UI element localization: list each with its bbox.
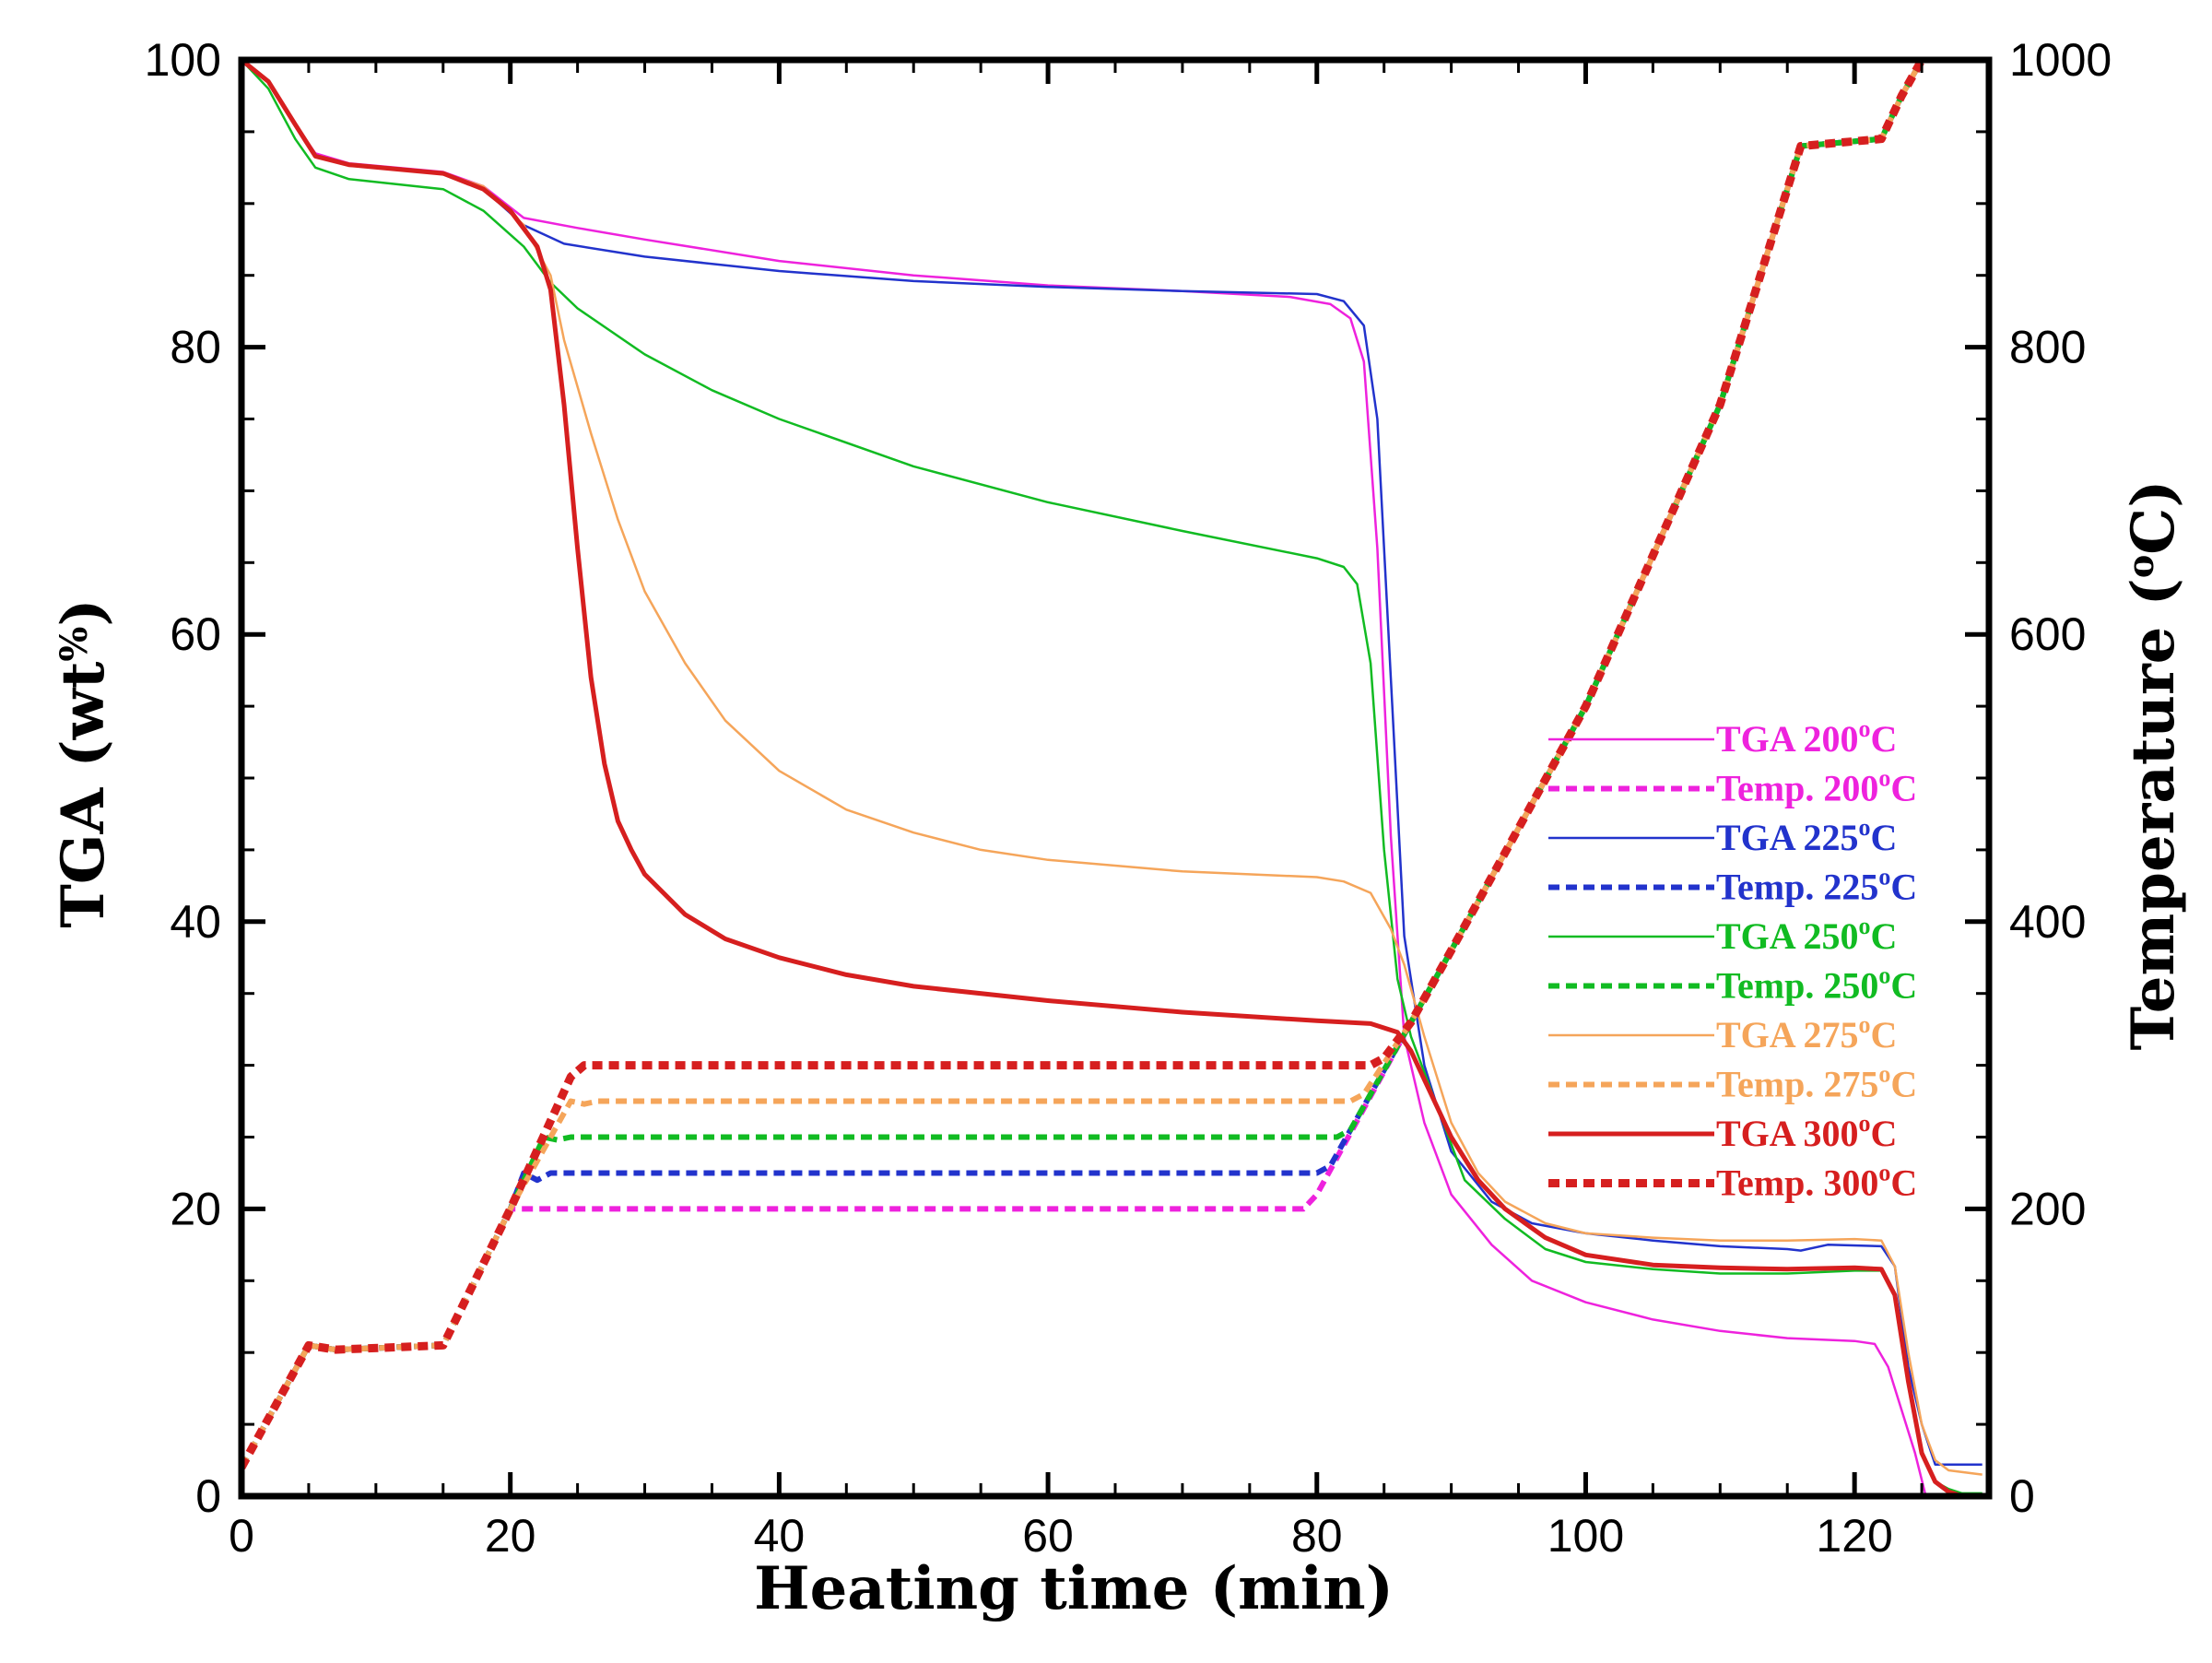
legend-label: TGA 275oC — [1716, 1011, 1897, 1056]
series-line-tga-2 — [241, 60, 1983, 1466]
legend-label-main: TGA 200 — [1716, 718, 1858, 760]
legend-label-main: Temp. 300 — [1716, 1162, 1878, 1204]
legend-label-degree: o — [1858, 715, 1870, 742]
y2-axis-title-main: Temperature ( — [2119, 578, 2188, 1050]
legend-label: Temp. 275oC — [1716, 1061, 1917, 1105]
x-axis-title: Heating time (min) — [754, 1554, 1394, 1623]
y2-axis-title-sup: o — [2120, 555, 2161, 578]
x-tick-label: 120 — [1816, 1510, 1892, 1562]
legend-label-main: TGA 250 — [1716, 915, 1858, 957]
legend-label-degree: o — [1878, 962, 1890, 989]
series-line-temp-9 — [241, 60, 1926, 1469]
y-tick-label: 40 — [170, 896, 221, 948]
legend-label-unit: C — [1870, 817, 1897, 858]
y2-tick-label: 200 — [2009, 1183, 2086, 1234]
legend-label-degree: o — [1858, 913, 1870, 939]
series-line-temp-7 — [241, 60, 1924, 1469]
legend-label-degree: o — [1878, 1160, 1890, 1186]
x-tick-label: 0 — [229, 1510, 254, 1562]
legend-label: TGA 250oC — [1716, 913, 1897, 957]
legend-label-unit: C — [1890, 1162, 1917, 1204]
y2-axis-title-tail: C) — [2119, 479, 2188, 554]
legend-label-degree: o — [1878, 1061, 1890, 1088]
legend-label: TGA 200oC — [1716, 715, 1897, 760]
y2-tick-label: 600 — [2009, 608, 2086, 660]
legend-label-main: Temp. 200 — [1716, 768, 1878, 809]
y-axis-title-sup: % — [53, 627, 96, 662]
legend-label-degree: o — [1878, 864, 1890, 890]
legend-label-main: Temp. 275 — [1716, 1064, 1878, 1105]
y2-tick-label: 800 — [2009, 322, 2086, 373]
y-tick-label: 60 — [170, 608, 221, 660]
x-tick-label: 80 — [1291, 1510, 1343, 1562]
legend-label-main: Temp. 250 — [1716, 965, 1878, 1007]
legend-label-main: TGA 225 — [1716, 817, 1858, 858]
series-line-tga-8 — [241, 60, 1983, 1496]
legend-label-unit: C — [1890, 1064, 1917, 1105]
legend-label-unit: C — [1890, 867, 1917, 908]
legend-label-unit: C — [1870, 1014, 1897, 1056]
legend-label-main: Temp. 225 — [1716, 867, 1878, 908]
legend-label-unit: C — [1870, 915, 1897, 957]
legend-label-degree: o — [1858, 814, 1870, 841]
legend-label-unit: C — [1890, 965, 1917, 1007]
legend-label-degree: o — [1858, 1011, 1870, 1038]
legend-label-main: TGA 275 — [1716, 1014, 1858, 1056]
y2-tick-label: 0 — [2009, 1470, 2035, 1522]
x-tick-label: 20 — [485, 1510, 536, 1562]
legend-label-unit: C — [1890, 768, 1917, 809]
series-line-temp-1 — [241, 60, 1924, 1469]
y-tick-label: 20 — [170, 1183, 221, 1234]
legend-label-main: TGA 300 — [1716, 1113, 1858, 1154]
y-tick-label: 0 — [195, 1470, 221, 1522]
series-line-tga-0 — [241, 60, 1927, 1496]
legend-label-unit: C — [1870, 718, 1897, 760]
frame-layer: 0 20 40 60 80 100 1200204060801000200400600800… — [145, 34, 2112, 1562]
series-layer — [241, 60, 1983, 1496]
legend-label: Temp. 300oC — [1716, 1160, 1917, 1204]
x-tick-label: 60 — [1022, 1510, 1074, 1562]
legend-label-unit: C — [1870, 1113, 1897, 1154]
legend-label: Temp. 225oC — [1716, 864, 1917, 908]
legend-label-degree: o — [1878, 765, 1890, 792]
y-axis-title: TGA (wt%) — [49, 598, 118, 927]
y2-tick-label: 400 — [2009, 896, 2086, 948]
series-line-temp-3 — [241, 60, 1924, 1469]
legend-label-degree: o — [1858, 1110, 1870, 1137]
series-line-temp-5 — [241, 60, 1924, 1469]
y-axis-title-tail: ) — [49, 598, 118, 626]
legend-label: Temp. 200oC — [1716, 765, 1917, 809]
x-tick-label: 40 — [754, 1510, 806, 1562]
legend-label: TGA 225oC — [1716, 814, 1897, 858]
x-tick-label: 100 — [1547, 1510, 1624, 1562]
y-tick-label: 80 — [170, 322, 221, 373]
legend-label: Temp. 250oC — [1716, 962, 1917, 1007]
legend-label: TGA 300oC — [1716, 1110, 1897, 1154]
y2-axis-title: Temperature (oC) — [2119, 479, 2188, 1050]
y-axis-title-main: TGA (wt — [49, 661, 118, 928]
y2-tick-label: 1000 — [2009, 34, 2112, 86]
y-tick-label: 100 — [145, 34, 221, 86]
